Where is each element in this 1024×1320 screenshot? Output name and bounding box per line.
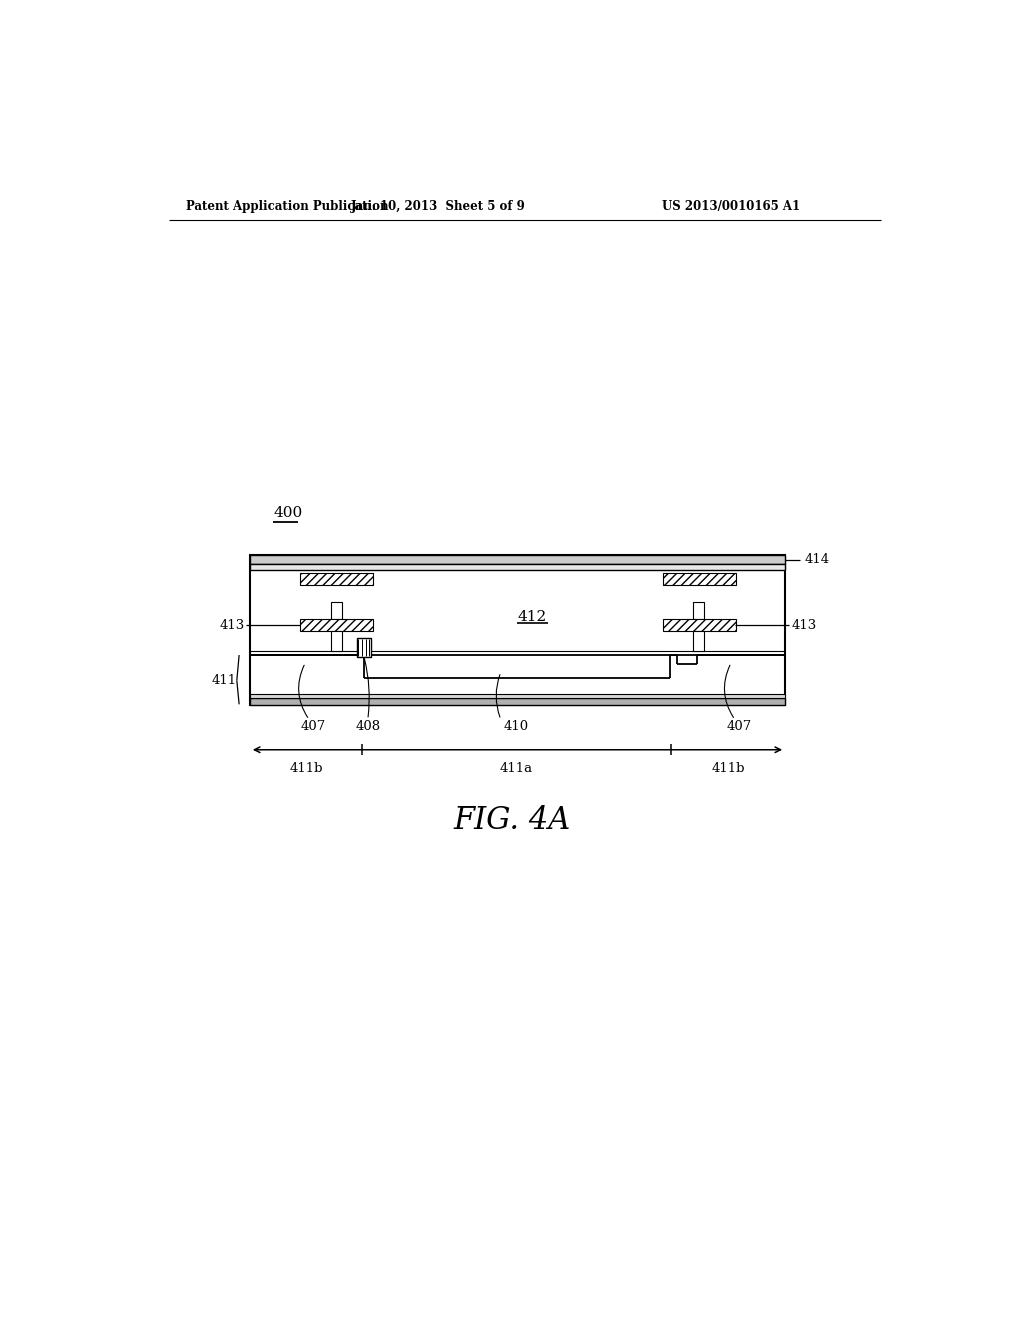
Bar bbox=[663, 619, 736, 631]
Text: 411a: 411a bbox=[500, 762, 532, 775]
Bar bbox=[300, 573, 373, 585]
Text: 400: 400 bbox=[273, 507, 302, 520]
Bar bbox=[357, 638, 371, 656]
Bar bbox=[250, 554, 785, 705]
Text: 408: 408 bbox=[355, 721, 380, 734]
Text: 411b: 411b bbox=[712, 762, 744, 775]
Text: FIG. 4A: FIG. 4A bbox=[453, 805, 570, 836]
Text: 407: 407 bbox=[300, 721, 326, 734]
Bar bbox=[331, 631, 342, 651]
Text: 413: 413 bbox=[792, 619, 816, 631]
Bar bbox=[250, 564, 785, 570]
Bar bbox=[250, 554, 785, 564]
Text: 414: 414 bbox=[804, 553, 829, 566]
Text: 411b: 411b bbox=[290, 762, 323, 775]
Bar bbox=[331, 602, 342, 619]
Text: 407: 407 bbox=[726, 721, 752, 734]
Bar bbox=[663, 573, 736, 585]
Text: Patent Application Publication: Patent Application Publication bbox=[186, 199, 388, 213]
Bar bbox=[693, 631, 705, 651]
Text: 411: 411 bbox=[212, 675, 237, 686]
Text: US 2013/0010165 A1: US 2013/0010165 A1 bbox=[662, 199, 800, 213]
Bar bbox=[693, 602, 705, 619]
Bar bbox=[300, 619, 373, 631]
Text: 410: 410 bbox=[504, 721, 528, 734]
Text: Jan. 10, 2013  Sheet 5 of 9: Jan. 10, 2013 Sheet 5 of 9 bbox=[351, 199, 526, 213]
Bar bbox=[250, 698, 785, 705]
Text: 412: 412 bbox=[518, 610, 547, 623]
Bar bbox=[250, 693, 785, 698]
Text: 413: 413 bbox=[219, 619, 245, 631]
